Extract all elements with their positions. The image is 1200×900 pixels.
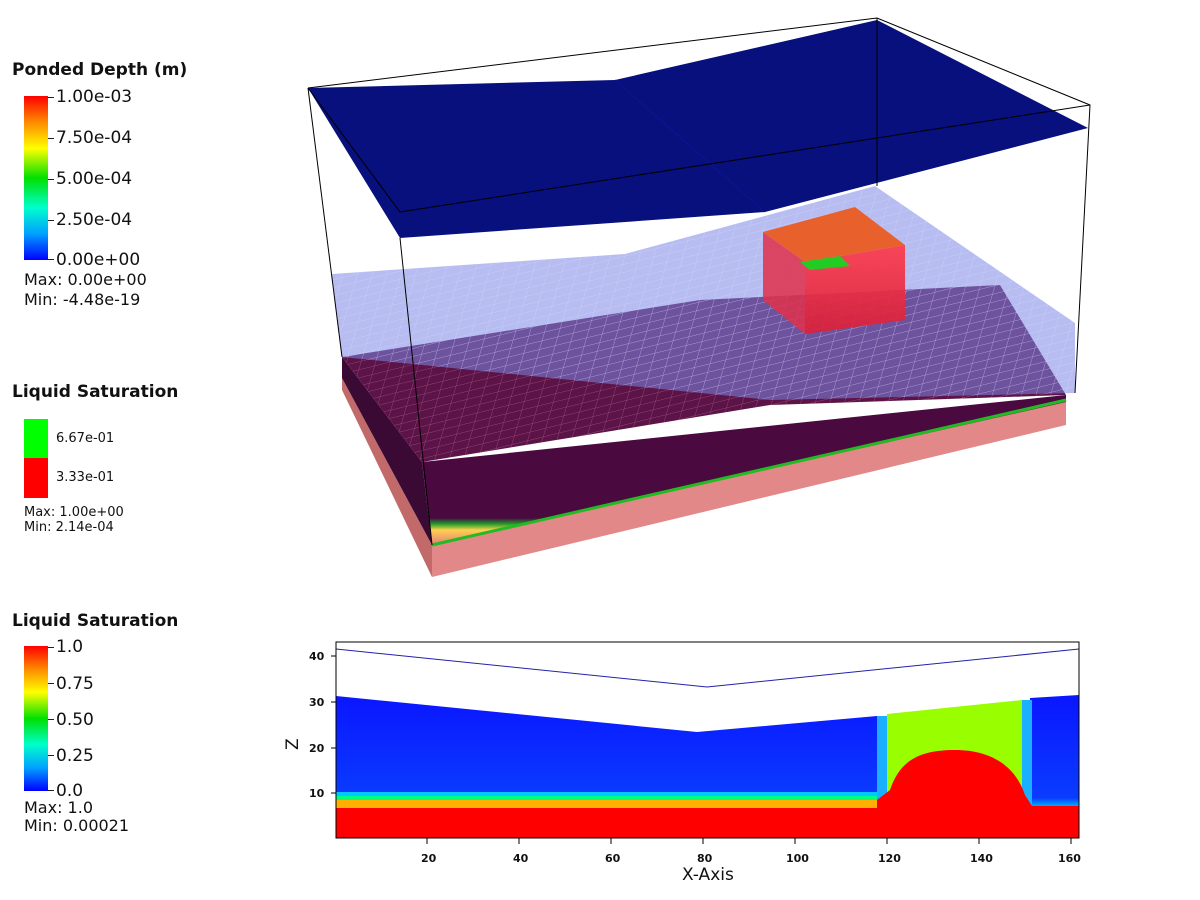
slice-plot: 40 30 20 10 Z 20 40 60 80 100 120 140 16…	[283, 641, 1081, 885]
ponded-depth-surface	[308, 20, 1088, 238]
ponded-depth-min: Min: -4.48e-19	[24, 290, 141, 309]
x-tick-label: 120	[878, 852, 901, 865]
ponded-depth-colorbar	[24, 96, 48, 260]
saturation-slice-tick: 0.75	[56, 674, 94, 694]
saturation-3d-min: Min: 2.14e-04	[24, 520, 114, 535]
x-tick-label: 40	[513, 852, 529, 865]
x-axis: 20 40 60 80 100 120 140 160 X-Axis	[421, 838, 1081, 885]
soil-slab-left-face	[342, 378, 432, 577]
3d-model	[307, 17, 1091, 577]
saturation-slice-colorbar	[24, 646, 48, 791]
saturation-3d-max: Max: 1.00e+00	[24, 505, 124, 520]
saturation-slice-tick: 1.0	[56, 637, 84, 657]
ponded-depth-tick: 1.00e-03	[56, 87, 133, 107]
y-tick-label: 30	[309, 696, 325, 709]
saturation-slice-tick: 0.0	[56, 781, 84, 801]
saturation-3d-red-swatch	[24, 458, 48, 498]
ponded-depth-tick: 0.00e+00	[56, 250, 141, 270]
ponded-depth-tick: 7.50e-04	[56, 128, 133, 148]
x-tick-label: 20	[421, 852, 437, 865]
ponded-depth-legend-title: Ponded Depth (m)	[12, 60, 188, 80]
soil-slab-front-face	[432, 400, 1066, 577]
saturation-3d-green-swatch	[24, 419, 48, 458]
saturation-slice-tick: 0.25	[56, 746, 94, 766]
column-top	[763, 207, 905, 262]
x-tick-label: 160	[1058, 852, 1081, 865]
y-axis-label: Z	[283, 738, 303, 750]
ponded-depth-max: Max: 0.00e+00	[24, 270, 147, 289]
saturation-slice-min: Min: 0.00021	[24, 816, 130, 835]
ponded-depth-tick: 2.50e-04	[56, 210, 133, 230]
x-tick-label: 100	[786, 852, 809, 865]
y-tick-label: 20	[309, 742, 325, 755]
x-axis-label: X-Axis	[682, 865, 734, 885]
x-tick-label: 60	[605, 852, 621, 865]
column-left-face	[763, 232, 805, 334]
x-tick-label: 140	[970, 852, 993, 865]
saturation-slice-tick: 0.50	[56, 710, 94, 730]
saturated-left-face	[342, 357, 432, 545]
saturated-front-face	[422, 395, 1066, 545]
y-tick-label: 10	[309, 787, 325, 800]
y-tick-label: 40	[309, 650, 325, 663]
bounding-box	[307, 17, 1091, 546]
saturation-3d-legend-title: Liquid Saturation	[12, 382, 179, 402]
ponded-depth-tick: 5.00e-04	[56, 169, 133, 189]
saturation-slice-max: Max: 1.0	[24, 798, 93, 817]
x-tick-label: 80	[697, 852, 713, 865]
green-band	[431, 398, 1067, 547]
saturation-3d-tick: 3.33e-01	[56, 470, 115, 485]
saturation-slice-legend-title: Liquid Saturation	[12, 611, 179, 631]
y-axis: 40 30 20 10 Z	[283, 650, 336, 800]
surface-profile-line	[335, 648, 1080, 688]
saturation-3d-tick: 6.67e-01	[56, 431, 115, 446]
